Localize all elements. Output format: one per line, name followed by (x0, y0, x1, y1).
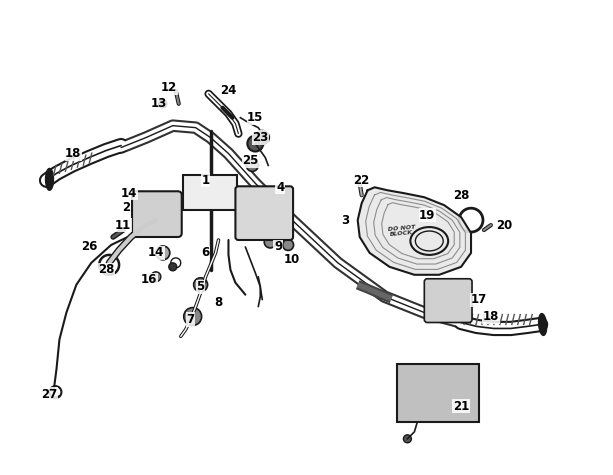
Text: 21: 21 (453, 399, 469, 412)
Text: DO NOT
BLOCK: DO NOT BLOCK (387, 225, 416, 238)
Circle shape (184, 308, 202, 325)
Text: 28: 28 (453, 189, 470, 202)
Bar (397, 364, 479, 422)
Text: 4: 4 (276, 181, 284, 194)
Bar (183, 175, 237, 210)
Text: 24: 24 (220, 85, 237, 97)
Text: 14: 14 (148, 247, 164, 259)
Text: 20: 20 (496, 218, 512, 232)
Circle shape (264, 236, 276, 248)
Text: 1: 1 (202, 174, 210, 187)
Text: 2: 2 (122, 200, 130, 214)
Text: 12: 12 (161, 81, 177, 95)
Text: 10: 10 (284, 253, 300, 266)
Ellipse shape (539, 314, 547, 335)
Circle shape (283, 239, 294, 250)
Text: 11: 11 (115, 218, 131, 232)
FancyBboxPatch shape (132, 191, 181, 237)
Circle shape (156, 246, 170, 260)
Text: 14: 14 (121, 187, 137, 200)
Circle shape (159, 100, 167, 108)
Text: 18: 18 (482, 310, 499, 323)
Circle shape (403, 435, 411, 443)
Text: 28: 28 (98, 263, 115, 276)
Circle shape (151, 272, 161, 282)
Circle shape (171, 258, 181, 268)
FancyBboxPatch shape (424, 279, 472, 323)
Text: 19: 19 (419, 209, 435, 222)
Text: 7: 7 (186, 313, 195, 326)
Text: 8: 8 (215, 296, 223, 309)
Text: 3: 3 (341, 214, 349, 227)
Circle shape (248, 135, 263, 152)
Circle shape (194, 278, 208, 292)
Polygon shape (358, 187, 471, 275)
Text: 6: 6 (202, 247, 210, 259)
Circle shape (255, 131, 269, 144)
Text: 9: 9 (274, 240, 283, 254)
Circle shape (246, 160, 258, 171)
Text: 23: 23 (252, 131, 268, 144)
Text: 5: 5 (197, 280, 205, 293)
Text: 26: 26 (81, 240, 97, 254)
Text: 17: 17 (471, 293, 487, 306)
FancyBboxPatch shape (235, 186, 293, 240)
Text: 13: 13 (151, 97, 167, 110)
Ellipse shape (45, 169, 53, 190)
Text: 18: 18 (65, 147, 82, 160)
Text: 25: 25 (242, 154, 259, 167)
Text: 27: 27 (42, 388, 58, 400)
Text: 16: 16 (141, 273, 157, 286)
Text: 22: 22 (354, 174, 370, 187)
Text: 15: 15 (247, 111, 264, 124)
Circle shape (169, 263, 177, 271)
